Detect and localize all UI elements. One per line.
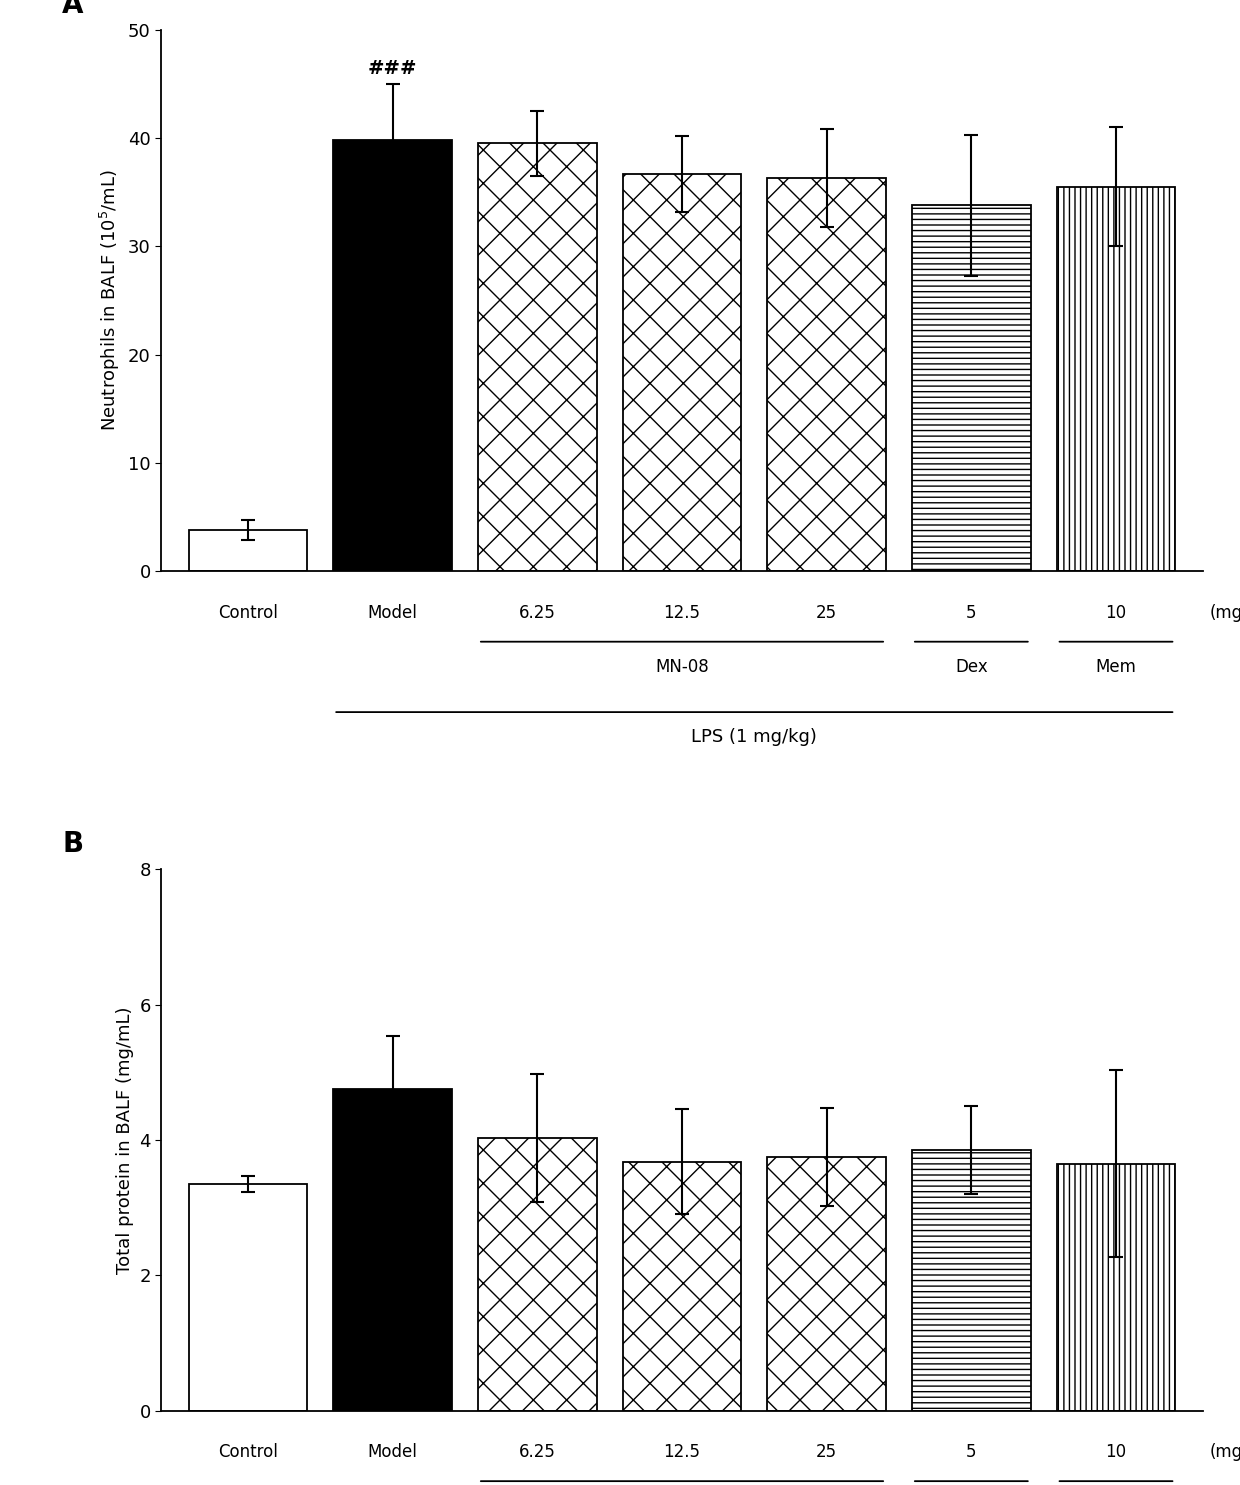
Text: (mg/kg): (mg/kg) [1210, 604, 1240, 622]
Bar [479, 144, 596, 572]
Text: 25: 25 [816, 1443, 837, 1461]
Bar [622, 174, 742, 572]
Bar [911, 1149, 1030, 1411]
Text: (mg/kg): (mg/kg) [1210, 1443, 1240, 1461]
Bar [1056, 187, 1176, 572]
Text: ###: ### [368, 59, 418, 79]
Text: 6.25: 6.25 [518, 604, 556, 622]
Bar [334, 1089, 451, 1411]
Text: A: A [62, 0, 84, 19]
Text: 12.5: 12.5 [663, 604, 701, 622]
Text: MN-08: MN-08 [655, 658, 709, 676]
Y-axis label: Neutrophils in BALF (10$^5$/mL): Neutrophils in BALF (10$^5$/mL) [98, 169, 123, 432]
Text: Control: Control [218, 1443, 278, 1461]
Text: 5: 5 [966, 1443, 977, 1461]
Text: 10: 10 [1105, 1443, 1127, 1461]
Text: 12.5: 12.5 [663, 1443, 701, 1461]
Bar [622, 1161, 742, 1411]
Bar [768, 1157, 885, 1411]
Text: 5: 5 [966, 604, 977, 622]
Text: Mem: Mem [1096, 658, 1136, 676]
Bar [911, 205, 1030, 572]
Text: Model: Model [368, 604, 418, 622]
Text: B: B [62, 830, 83, 858]
Text: Dex: Dex [955, 658, 988, 676]
Y-axis label: Total protein in BALF (mg/mL): Total protein in BALF (mg/mL) [115, 1007, 134, 1274]
Bar [768, 178, 885, 572]
Bar [188, 1184, 308, 1411]
Bar [1056, 1164, 1176, 1411]
Text: Control: Control [218, 604, 278, 622]
Text: 10: 10 [1105, 604, 1127, 622]
Text: LPS (1 mg/kg): LPS (1 mg/kg) [692, 728, 817, 747]
Text: 25: 25 [816, 604, 837, 622]
Text: 6.25: 6.25 [518, 1443, 556, 1461]
Bar [188, 530, 308, 572]
Bar [479, 1138, 596, 1411]
Bar [334, 140, 451, 572]
Text: Model: Model [368, 1443, 418, 1461]
